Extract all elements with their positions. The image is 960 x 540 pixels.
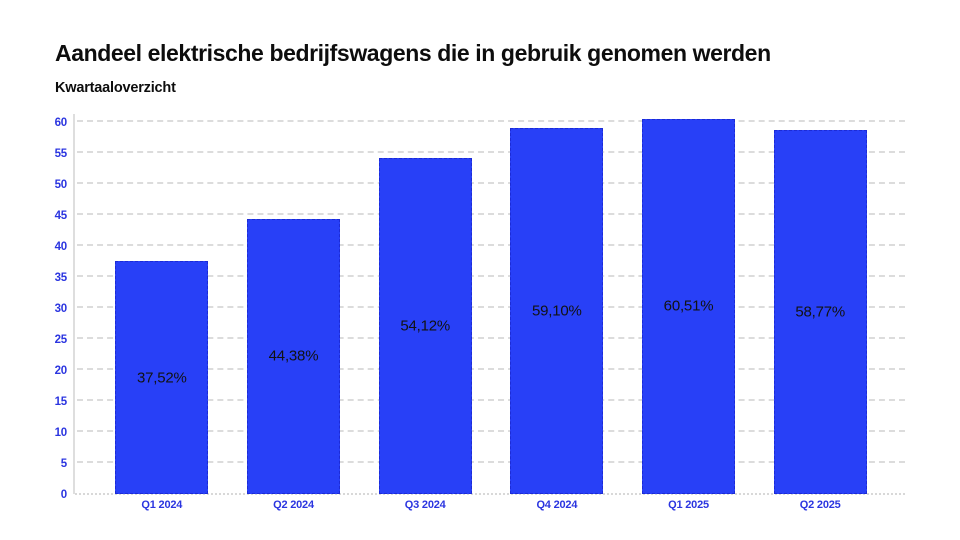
y-axis-tick-labels: 0 5 10 15 20 25 30 35 40 45 50 55 60 bbox=[25, 110, 68, 501]
y-axis-line bbox=[73, 114, 75, 494]
x-tick-label: Q2 2024 bbox=[273, 499, 314, 511]
bar-value-label: 37,52% bbox=[136, 369, 187, 387]
bar-q3-2024: 54,12% bbox=[378, 158, 472, 494]
bar-value-label: 58,77% bbox=[795, 303, 846, 321]
bar-q4-2024: 59,10% bbox=[510, 127, 604, 494]
y-tick-label: 55 bbox=[54, 148, 68, 160]
bar-slot: 59,10% bbox=[491, 110, 623, 494]
gridline bbox=[77, 213, 905, 215]
y-tick-label: 35 bbox=[54, 272, 68, 284]
y-tick-label: 60 bbox=[54, 117, 68, 129]
plot-area: 37,52% 44,38% 54,12% 59,10% 60,51% 58,77% bbox=[73, 110, 905, 495]
y-tick-label: 5 bbox=[60, 458, 67, 470]
x-axis-baseline bbox=[75, 493, 905, 495]
bar-value-label: 44,38% bbox=[268, 347, 319, 365]
y-tick-label: 25 bbox=[54, 334, 68, 346]
bars-row: 37,52% 44,38% 54,12% 59,10% 60,51% 58,77% bbox=[96, 110, 886, 494]
chart-subtitle: Kwartaaloverzicht bbox=[55, 80, 176, 96]
gridline bbox=[77, 399, 905, 401]
bar-q2-2025: 58,77% bbox=[773, 129, 867, 494]
bar-slot: 44,38% bbox=[228, 110, 360, 494]
gridline bbox=[77, 275, 905, 277]
bar-q1-2024: 37,52% bbox=[115, 261, 209, 494]
bar-slot: 37,52% bbox=[96, 110, 228, 494]
gridline bbox=[77, 430, 905, 432]
x-axis-tick-labels: Q1 2024 Q2 2024 Q3 2024 Q4 2024 Q1 2025 Q2 20… bbox=[96, 499, 886, 511]
gridline bbox=[77, 151, 905, 153]
x-tick-label: Q3 2024 bbox=[404, 499, 446, 511]
y-tick-label: 50 bbox=[54, 179, 68, 191]
y-tick-label: 45 bbox=[54, 210, 68, 222]
bar-slot: 54,12% bbox=[359, 110, 491, 494]
gridline bbox=[77, 182, 905, 184]
x-tick-label: Q1 2024 bbox=[141, 499, 183, 511]
y-tick-label: 0 bbox=[60, 489, 67, 501]
bar-slot: 60,51% bbox=[623, 110, 755, 494]
y-tick-label: 40 bbox=[54, 241, 68, 253]
gridline bbox=[77, 337, 905, 339]
gridline bbox=[77, 120, 905, 122]
gridline bbox=[77, 244, 905, 246]
y-tick-label: 15 bbox=[54, 396, 68, 408]
bar-value-label: 59,10% bbox=[532, 302, 582, 320]
y-tick-label: 10 bbox=[54, 427, 68, 439]
gridline bbox=[77, 368, 905, 370]
bar-slot: 58,77% bbox=[754, 110, 886, 494]
gridline bbox=[77, 461, 905, 463]
bar-value-label: 60,51% bbox=[663, 297, 714, 315]
gridline bbox=[77, 306, 905, 308]
bar-value-label: 54,12% bbox=[400, 317, 451, 335]
bar-q1-2025: 60,51% bbox=[642, 118, 736, 494]
y-tick-label: 30 bbox=[54, 303, 68, 315]
x-tick-label: Q4 2024 bbox=[536, 499, 578, 511]
x-tick-label: Q2 2025 bbox=[799, 499, 841, 511]
x-tick-label: Q1 2025 bbox=[668, 499, 709, 511]
y-tick-label: 20 bbox=[54, 365, 68, 377]
bar-q2-2024: 44,38% bbox=[247, 218, 340, 494]
chart-title: Aandeel elektrische bedrijfswagens die i… bbox=[55, 40, 771, 66]
